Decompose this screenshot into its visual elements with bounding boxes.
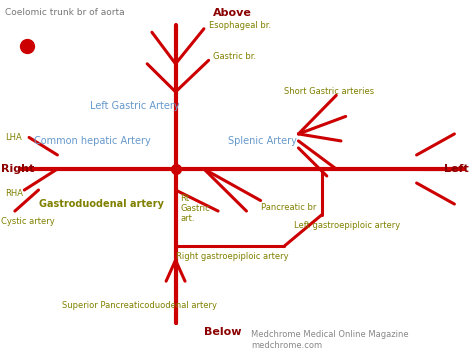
Text: Right: Right — [0, 164, 34, 174]
Text: Common hepatic Artery: Common hepatic Artery — [34, 136, 151, 146]
Text: Esophageal br.: Esophageal br. — [209, 21, 271, 30]
Text: Left: Left — [444, 164, 469, 174]
Text: Below: Below — [204, 327, 241, 337]
Text: Gastroduodenal artery: Gastroduodenal artery — [38, 199, 164, 209]
Text: Left gastroepiploic artery: Left gastroepiploic artery — [294, 220, 400, 230]
Text: Gastric br.: Gastric br. — [213, 52, 256, 61]
Text: LHA: LHA — [5, 133, 22, 142]
Text: Left Gastric Artery: Left Gastric Artery — [91, 101, 180, 111]
Text: Above: Above — [213, 8, 252, 18]
Text: RHA: RHA — [5, 189, 23, 198]
Text: Splenic Artery: Splenic Artery — [228, 136, 296, 146]
Text: Pancreatic br: Pancreatic br — [261, 203, 316, 212]
Text: Right gastroepiploic artery: Right gastroepiploic artery — [175, 252, 288, 261]
Text: Cystic artery: Cystic artery — [0, 217, 55, 226]
Text: Superior Pancreaticoduodenal artery: Superior Pancreaticoduodenal artery — [62, 301, 217, 310]
Text: Short Gastric arteries: Short Gastric arteries — [284, 87, 374, 96]
Text: Medchrome Medical Online Magazine
medchrome.com: Medchrome Medical Online Magazine medchr… — [251, 330, 409, 350]
Text: Rt
Gastric
art.: Rt Gastric art. — [180, 193, 210, 223]
Text: Coelomic trunk br of aorta: Coelomic trunk br of aorta — [5, 8, 125, 17]
